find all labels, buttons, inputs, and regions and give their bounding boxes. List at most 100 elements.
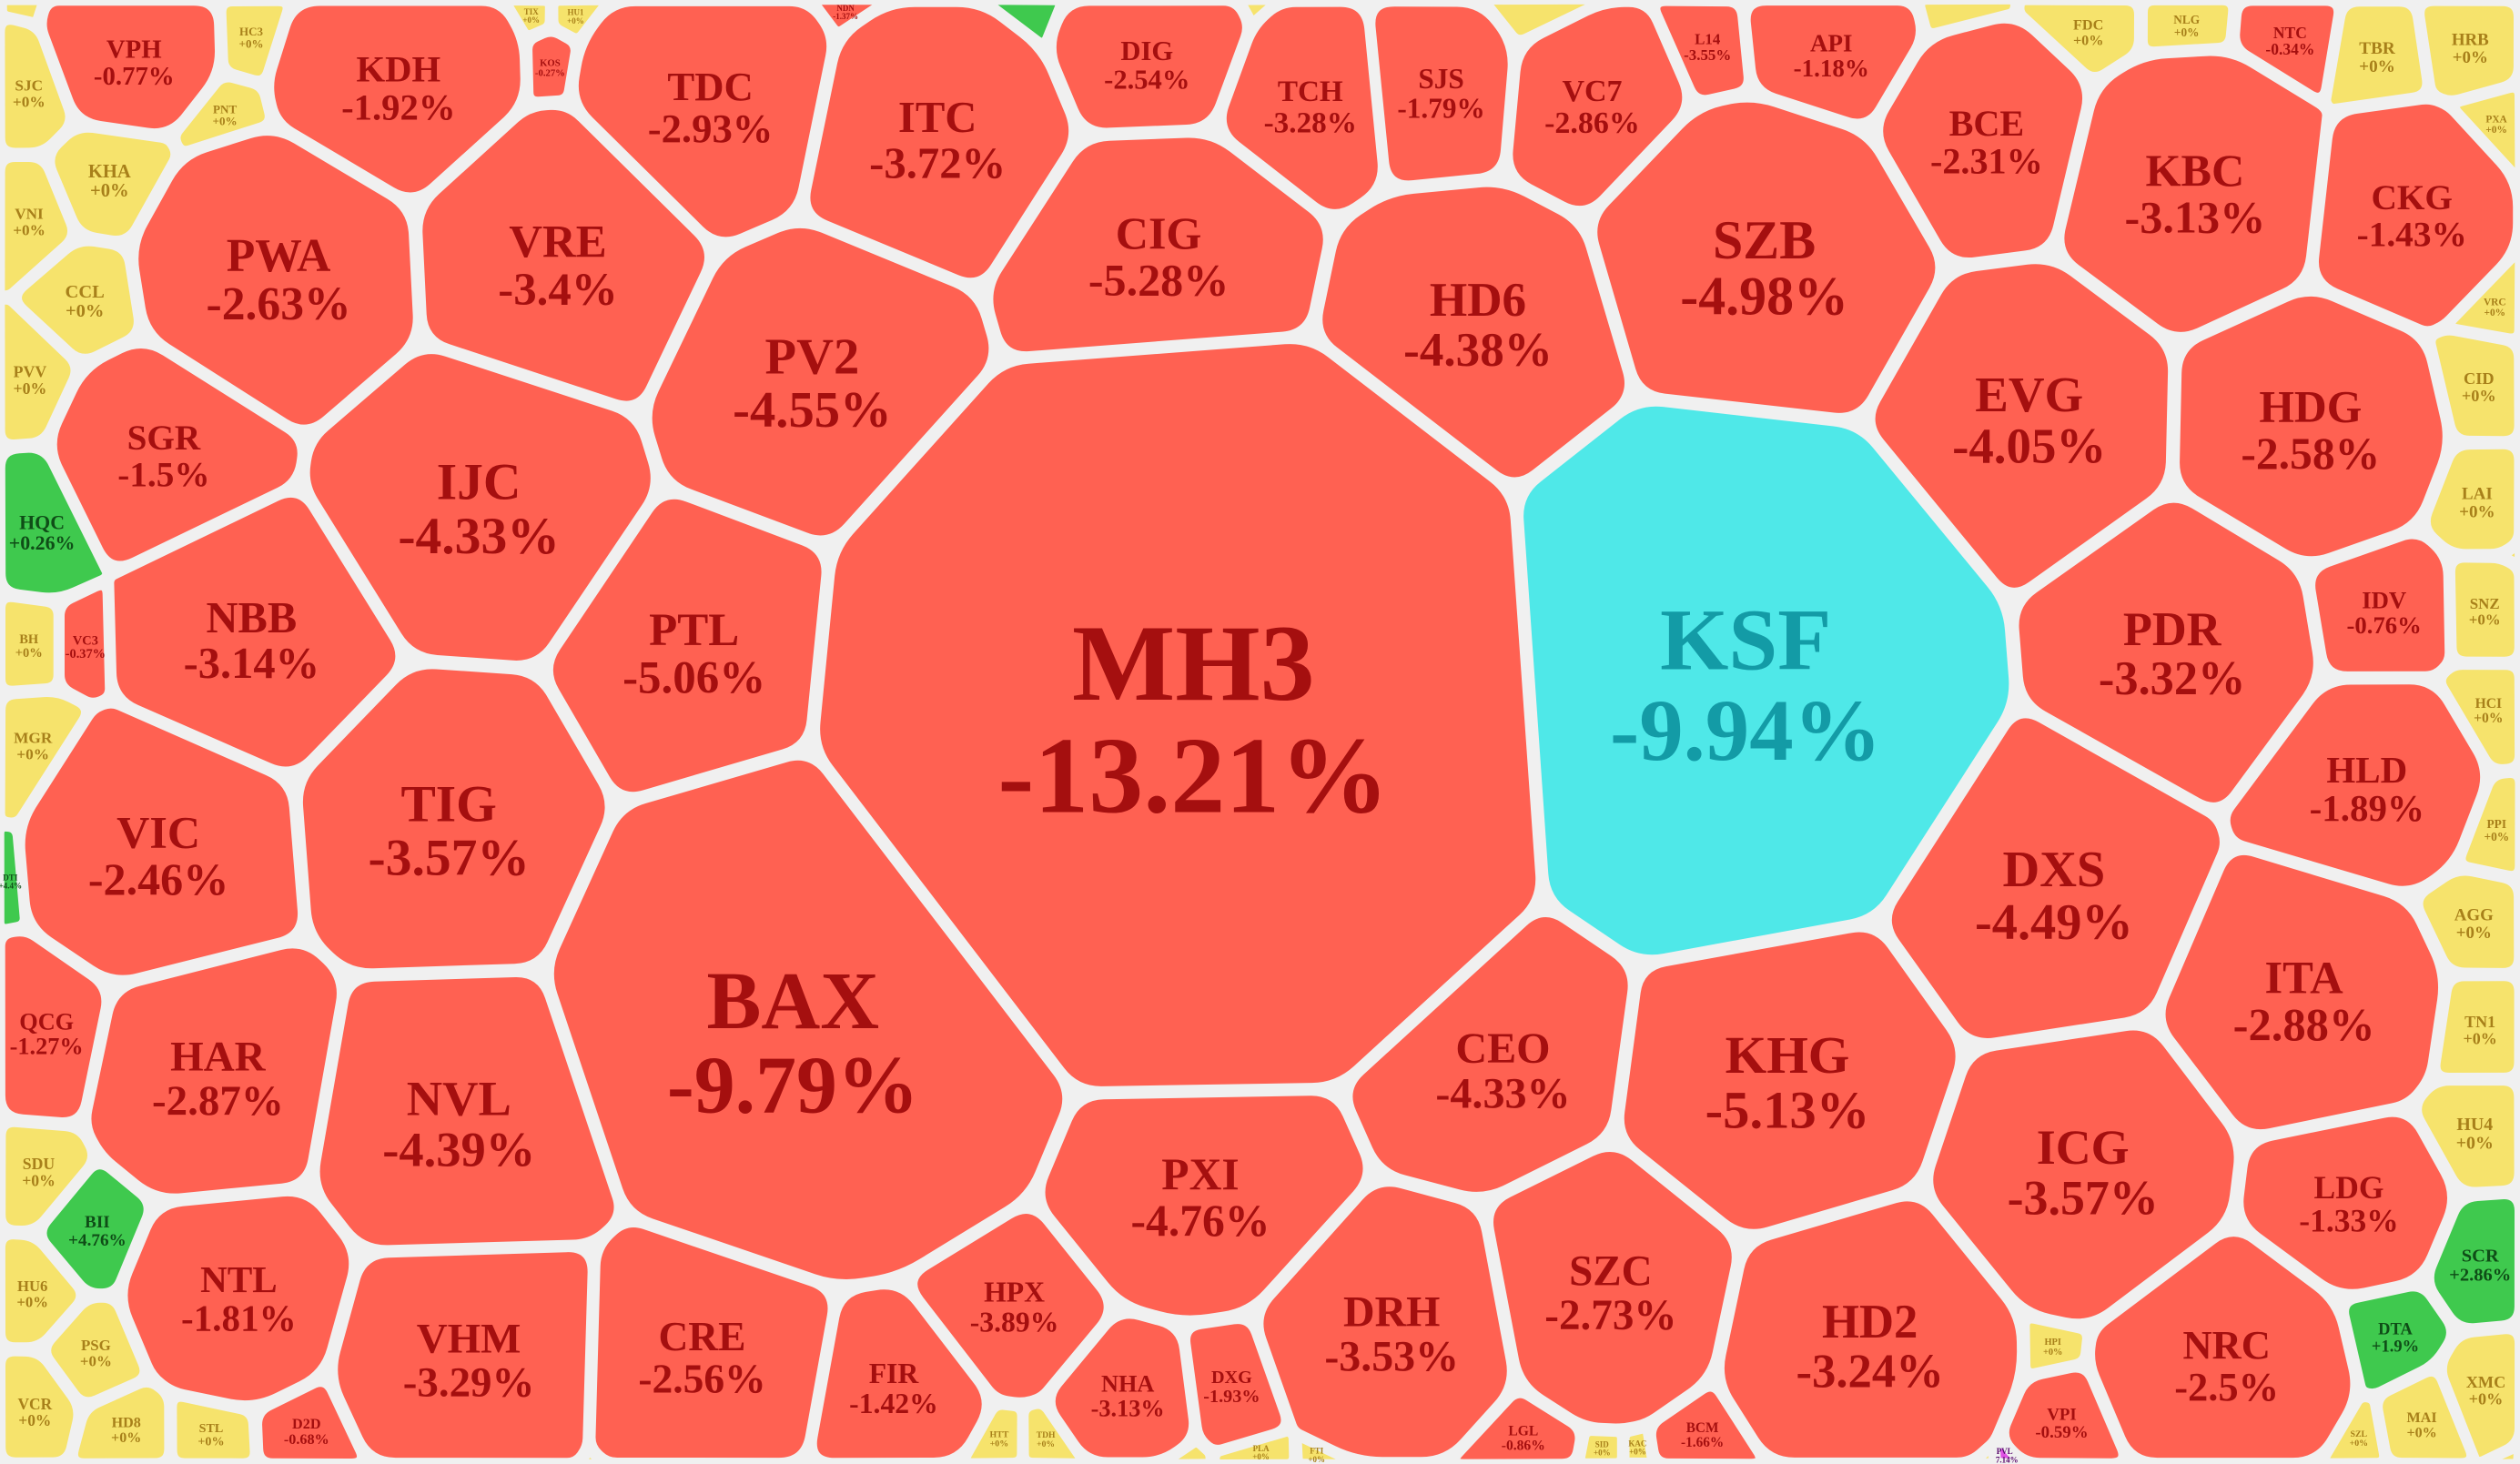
- tile-tdh[interactable]: TDH+0%: [1021, 1401, 1083, 1464]
- tile-htt[interactable]: HTT+0%: [963, 1402, 1025, 1464]
- tile-ceo[interactable]: CEO-4.33%: [1345, 910, 1635, 1199]
- tile-nlg[interactable]: NLG+0%: [2140, 0, 2236, 55]
- tile-vic[interactable]: VIC-2.46%: [17, 701, 305, 983]
- tile-lgl[interactable]: LGL-0.86%: [1452, 1390, 1583, 1464]
- tile-cid[interactable]: CID+0%: [2428, 328, 2520, 444]
- tile-bax[interactable]: BAX-9.79%: [546, 752, 1070, 1287]
- tile-tbr[interactable]: TBR+0%: [2323, 0, 2430, 112]
- tile-vrc[interactable]: VRC+0%: [2447, 253, 2520, 341]
- tile-evg[interactable]: EVG-4.05%: [1867, 257, 2176, 595]
- tile-hld[interactable]: HLD-1.89%: [2222, 677, 2488, 894]
- tile-pvv[interactable]: PVV+0%: [0, 297, 78, 447]
- tile-fir[interactable]: FIR-1.42%: [809, 1282, 989, 1464]
- tile-pv2[interactable]: PV2-4.55%: [644, 220, 997, 543]
- tile-hqc[interactable]: HQC+0.26%: [0, 445, 110, 601]
- tile-sjc[interactable]: SJC+0%: [0, 17, 73, 156]
- tile-ppi[interactable]: PPI+0%: [2458, 770, 2520, 879]
- tile-nbb[interactable]: NBB-3.14%: [106, 490, 403, 774]
- tile-dti[interactable]: DTI+4.4%: [0, 823, 27, 932]
- tile-ldg[interactable]: LDG-1.33%: [2236, 1109, 2454, 1297]
- tile-szb[interactable]: SZB-4.98%: [1590, 95, 1943, 420]
- tile-kbc[interactable]: KBC-3.13%: [2057, 48, 2330, 339]
- tile-fti[interactable]: FTI+0%: [1294, 1435, 1354, 1464]
- tile-tch[interactable]: TCH-3.28%: [1219, 0, 1385, 217]
- tile-hu6[interactable]: HU6+0%: [0, 1232, 84, 1350]
- tile-psg[interactable]: PSG+0%: [44, 1295, 147, 1405]
- tile-hd2[interactable]: HD2-3.24%: [1716, 1194, 2025, 1464]
- tile-drh[interactable]: DRH-3.53%: [1256, 1179, 1514, 1464]
- tile-itc[interactable]: ITC-3.72%: [803, 0, 1077, 286]
- tile-sgr[interactable]: SGR-1.5%: [49, 340, 305, 569]
- tile-hc3[interactable]: HC3+0%: [218, 0, 290, 84]
- tile-icg[interactable]: ICG-3.57%: [1926, 1023, 2242, 1327]
- tile-hd8[interactable]: HD8+0%: [70, 1379, 172, 1464]
- tile-snz[interactable]: SNZ+0%: [2447, 555, 2520, 664]
- tile-bcm[interactable]: BCM-1.66%: [1648, 1384, 1763, 1464]
- tile-fdc[interactable]: FDC+0%: [2017, 0, 2142, 80]
- tile-ptl[interactable]: PTL-5.06%: [545, 491, 829, 800]
- tile-ksf[interactable]: KSF-9.94%: [1516, 399, 2017, 963]
- tile-vcr[interactable]: VCR+0%: [0, 1348, 81, 1464]
- tile-mai[interactable]: MAI+0%: [2375, 1368, 2474, 1464]
- tile-kac[interactable]: KAC+0%: [1622, 1426, 1655, 1464]
- tile-bii[interactable]: BII+4.76%: [39, 1162, 151, 1297]
- tile-ntc[interactable]: NTC-0.34%: [2232, 0, 2342, 100]
- tile-szl[interactable]: SZL+0%: [2323, 1395, 2387, 1464]
- tile-l14[interactable]: L14-3.55%: [1653, 0, 1751, 103]
- tile-sdu[interactable]: SDU+0%: [0, 1119, 96, 1234]
- tile-ndn[interactable]: NDN-1.37%: [813, 0, 886, 35]
- tile-hpx[interactable]: HPX-3.89%: [910, 1207, 1111, 1405]
- tile-dxg[interactable]: DXG-1.93%: [1183, 1317, 1289, 1452]
- tile-d2d[interactable]: D2D-0.68%: [255, 1379, 364, 1464]
- tile-sid[interactable]: SID+0%: [1577, 1429, 1624, 1464]
- tile-cig[interactable]: CIG-5.28%: [986, 130, 1331, 359]
- tile-dxs[interactable]: DXS-4.49%: [1884, 711, 2227, 1045]
- tile-qcg[interactable]: QCG-1.27%: [0, 929, 109, 1125]
- tile-vhm[interactable]: VHM-3.29%: [330, 1245, 595, 1464]
- tile-bce[interactable]: BCE-2.31%: [1876, 15, 2090, 266]
- tile-agg[interactable]: AGG+0%: [2415, 868, 2520, 975]
- tile-hdg[interactable]: HDG-2.58%: [2172, 288, 2450, 564]
- tile-vre[interactable]: VRE-3.4%: [415, 102, 713, 409]
- tile-vc7[interactable]: VC7-2.86%: [1505, 0, 1690, 214]
- tile-tdc[interactable]: TDC-2.93%: [571, 0, 835, 245]
- tile-kha[interactable]: KHA+0%: [47, 125, 178, 244]
- tile-pla[interactable]: PLA+0%: [1212, 1429, 1297, 1464]
- tile-ijc[interactable]: IJC-4.33%: [302, 347, 658, 668]
- tile-hu1[interactable]: HU1+0%: [551, 0, 608, 41]
- tile-dig[interactable]: DIG-2.54%: [1048, 0, 1250, 136]
- tile-pdr[interactable]: PDR-3.32%: [2011, 495, 2321, 810]
- tile-mh3[interactable]: MH3-13.21%: [813, 337, 1543, 1094]
- tile-hu4[interactable]: HU4+0%: [2414, 1078, 2520, 1195]
- tile-api[interactable]: API-1.18%: [1743, 0, 1923, 126]
- tile-nvl[interactable]: NVL-4.39%: [312, 970, 622, 1253]
- tile-hd6[interactable]: HD6-4.38%: [1315, 179, 1633, 485]
- tile-vpi[interactable]: VPI-0.59%: [2001, 1365, 2126, 1464]
- tile-pwa[interactable]: PWA-2.63%: [131, 128, 420, 432]
- tile-ckg[interactable]: CKG-1.43%: [2311, 96, 2520, 334]
- tile-hpi[interactable]: HPI+0%: [2022, 1316, 2090, 1376]
- tile-ita[interactable]: ITA-2.88%: [2158, 847, 2446, 1137]
- tile-nrc[interactable]: NRC-2.5%: [2088, 1229, 2358, 1464]
- tile-pxa[interactable]: PXA+0%: [2452, 85, 2520, 177]
- tile-xmc[interactable]: XMC+0%: [2439, 1327, 2520, 1464]
- tile-stl[interactable]: STL+0%: [169, 1394, 258, 1464]
- tile-sjs[interactable]: SJS-1.79%: [1368, 0, 1515, 188]
- tile-vph[interactable]: VPH-0.77%: [39, 0, 223, 136]
- tile-mgr[interactable]: MGR+0%: [0, 689, 88, 825]
- tile-tn1[interactable]: TN1+0%: [2433, 974, 2520, 1081]
- tile-pvl[interactable]: PVL+7.14%: [1991, 1439, 2022, 1464]
- tile-vc3[interactable]: VC3-0.37%: [57, 582, 113, 705]
- tile-kdh[interactable]: KDH-1.92%: [267, 0, 528, 200]
- tile-har[interactable]: HAR-2.87%: [84, 941, 344, 1201]
- tile-khg[interactable]: KHG-5.13%: [1616, 924, 1963, 1237]
- tile-cre[interactable]: CRE-2.56%: [588, 1220, 835, 1464]
- tile-vni[interactable]: VNI+0%: [0, 154, 76, 298]
- tile-pnt[interactable]: PNT+0%: [173, 75, 272, 154]
- tile-bh[interactable]: BH+0%: [0, 594, 61, 693]
- tile-hci[interactable]: HCI+0%: [2438, 662, 2520, 772]
- tile-idv[interactable]: IDV-0.76%: [2308, 531, 2453, 679]
- tile-tix[interactable]: TIX+0%: [505, 0, 552, 38]
- tile-pxi[interactable]: PXI-4.76%: [1037, 1088, 1371, 1323]
- tile-scr[interactable]: SCR+2.86%: [2426, 1192, 2520, 1331]
